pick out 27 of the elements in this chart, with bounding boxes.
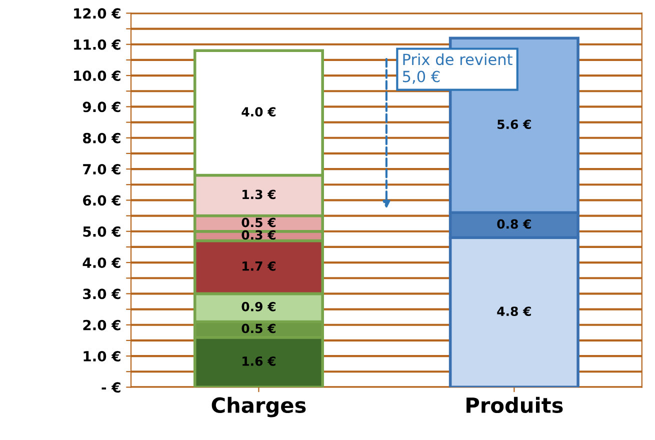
y-tick-label: 7.0 € bbox=[83, 164, 120, 175]
y-tick-label: 11.0 € bbox=[74, 39, 120, 50]
y-tick-label: 5.0 € bbox=[83, 226, 120, 237]
y-tick-label: 3.0 € bbox=[83, 288, 120, 300]
x-tick-label: Charges bbox=[212, 396, 306, 418]
data-label: 4.8 € bbox=[497, 306, 531, 316]
y-tick-label: 12.0 € bbox=[74, 8, 120, 19]
y-tick-label: 6.0 € bbox=[83, 195, 120, 206]
data-label: 4.0 € bbox=[242, 107, 276, 117]
x-tick-label: Produits bbox=[466, 396, 563, 414]
y-tick-label: - € bbox=[102, 382, 120, 393]
data-label: 0.5 € bbox=[242, 218, 276, 228]
y-tick-label: 2.0 € bbox=[83, 320, 120, 330]
data-label: 1.3 € bbox=[242, 190, 276, 200]
data-label: 0.9 € bbox=[242, 302, 276, 312]
y-tick-label: 10.0 € bbox=[74, 70, 120, 82]
data-label: 1.6 € bbox=[242, 356, 276, 366]
data-label: 5.6 € bbox=[498, 120, 531, 130]
y-tick-label: 8.0 € bbox=[83, 132, 120, 144]
annotation: Prix de revient 5,0 € bbox=[402, 53, 512, 84]
data-label: 0.5 € bbox=[242, 324, 276, 334]
y-tick-label: 1.0 € bbox=[84, 351, 120, 362]
data-label: 0.8 € bbox=[497, 219, 531, 229]
y-tick-label: 9.0 € bbox=[82, 102, 120, 112]
data-label: 1.7 € bbox=[242, 261, 276, 271]
data-label: 0.3 € bbox=[242, 230, 276, 240]
y-tick-label: 4.0 € bbox=[82, 258, 120, 268]
